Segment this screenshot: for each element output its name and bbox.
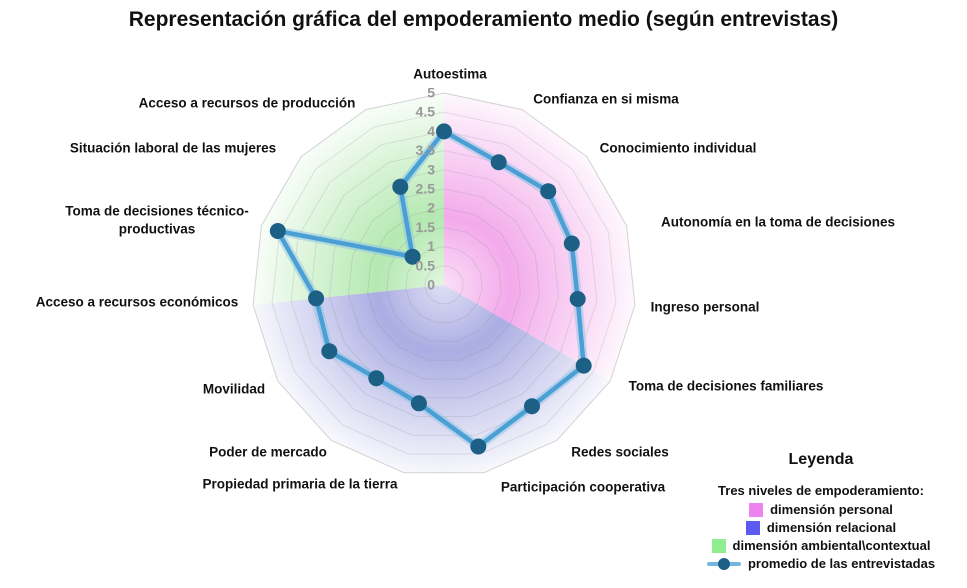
axis-label-11: Acceso a recursos económicos xyxy=(36,295,239,310)
axis-label-9: Poder de mercado xyxy=(209,445,327,460)
grid-ring xyxy=(271,111,617,455)
axis-label-bg xyxy=(596,139,760,157)
axis-label-10: Movilidad xyxy=(203,382,265,397)
axis-label-2: Conocimiento individual xyxy=(600,141,757,156)
tick-label: 3.5 xyxy=(416,142,436,158)
data-point-10 xyxy=(321,343,338,360)
data-point-13 xyxy=(404,248,421,265)
data-point-12 xyxy=(269,223,286,239)
data-point-9 xyxy=(368,370,385,387)
data-point-1 xyxy=(490,154,507,171)
tick-label: 4 xyxy=(427,123,435,139)
axis-label-bg xyxy=(32,293,242,311)
average-line-marker-icon xyxy=(706,557,741,570)
tick-label: 2.5 xyxy=(416,181,436,197)
tick-label: 1 xyxy=(427,238,435,254)
tick-label: 1.5 xyxy=(416,219,436,235)
axis-label-6: Redes sociales xyxy=(571,445,669,460)
data-point-5 xyxy=(575,357,592,374)
data-point-3 xyxy=(563,235,580,252)
axis-label-bg xyxy=(657,213,899,231)
axis-label-bg xyxy=(530,90,683,108)
legend-title: Leyenda xyxy=(788,451,854,468)
tick-label: 4.5 xyxy=(416,104,436,120)
axis-label-bg xyxy=(625,377,827,395)
axis-label-bg xyxy=(497,478,669,496)
grid-ring xyxy=(252,92,636,474)
legend: Leyenda Tres niveles de empoderamiento: … xyxy=(683,450,959,571)
grid-ring xyxy=(347,188,541,380)
legend-item-promedio: promedio de las entrevistadas xyxy=(683,556,959,571)
data-point-7 xyxy=(470,438,487,455)
data-point-11 xyxy=(308,290,325,307)
axis-label-8: Propiedad primaria de la tierra xyxy=(202,477,398,492)
legend-item-ambiental: dimensión ambiental\contextual xyxy=(683,538,959,553)
axis-label-12: Toma de decisiones técnico-productivas xyxy=(65,204,249,237)
data-point-2 xyxy=(540,183,557,200)
data-point-6 xyxy=(524,398,540,415)
tick-label: 5 xyxy=(427,85,435,101)
legend-item-personal: dimensión personal xyxy=(683,502,959,517)
axis-label-0: Autoestima xyxy=(413,67,487,82)
axis-label-bg xyxy=(199,380,269,398)
grid-ring xyxy=(424,265,464,305)
grid-ring xyxy=(290,130,598,436)
environmental-dimension-swatch xyxy=(711,538,726,553)
tick-label: 0 xyxy=(427,277,435,293)
average-line xyxy=(275,129,586,449)
tick-label: 0.5 xyxy=(416,257,436,273)
axis-label-bg xyxy=(66,139,280,157)
axis-label-5: Toma de decisiones familiares xyxy=(629,379,824,394)
legend-subtitle: Tres niveles de empoderamiento: xyxy=(718,483,924,498)
axis-label-13: Situación laboral de las mujeres xyxy=(70,141,276,156)
axis-label-4: Ingreso personal xyxy=(651,300,760,315)
legend-item-label: promedio de las entrevistadas xyxy=(747,556,936,571)
axis-label-7: Participación cooperativa xyxy=(501,480,666,495)
axis-label-bg xyxy=(199,475,402,493)
sector-dimensi-n-relacional xyxy=(253,285,611,473)
axis-label-bg xyxy=(410,65,491,83)
axis-label-3: Autonomía en la toma de decisiones xyxy=(661,215,895,230)
legend-item-label: dimensión personal xyxy=(770,502,893,517)
axis-label-bg xyxy=(62,202,252,238)
data-point-0 xyxy=(436,123,452,140)
axis-label-14: Acceso a recursos de producción xyxy=(139,96,356,111)
chart-title: Representación gráfica del empoderamient… xyxy=(128,8,839,31)
legend-item-label: dimensión relacional xyxy=(766,520,897,535)
axis-label-bg xyxy=(568,443,672,461)
grid-ring xyxy=(328,169,560,399)
axis-label-bg xyxy=(647,298,763,316)
axis-label-1: Confianza en si misma xyxy=(533,92,679,107)
axis-label-bg xyxy=(135,94,359,112)
grid-ring xyxy=(405,246,483,324)
data-point-4 xyxy=(569,291,586,307)
tick-label: 2 xyxy=(427,200,435,216)
data-point-8 xyxy=(410,395,427,412)
legend-item-relacional: dimensión relacional xyxy=(683,520,959,535)
relational-dimension-swatch xyxy=(745,520,760,535)
data-point-14 xyxy=(392,178,409,195)
axis-label-bg xyxy=(206,443,330,461)
personal-dimension-swatch xyxy=(749,502,764,517)
tick-label: 3 xyxy=(427,161,435,177)
legend-item-label: dimensión ambiental\contextual xyxy=(732,538,931,553)
